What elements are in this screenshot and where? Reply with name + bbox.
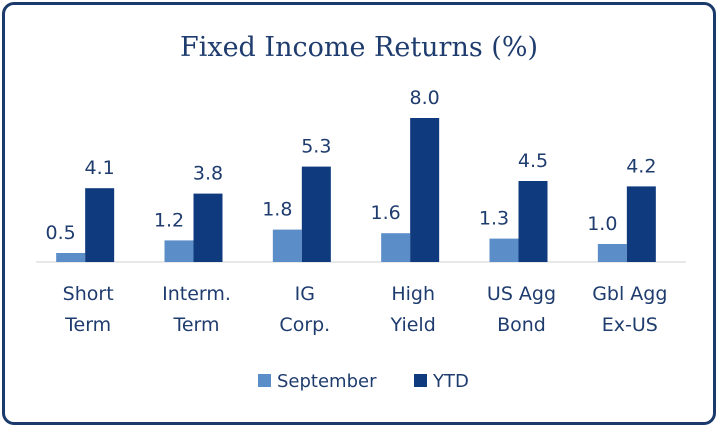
bar-ytd-5 <box>626 186 656 262</box>
legend-swatch-ytd <box>414 374 427 387</box>
data-label-september-4: 1.3 <box>479 208 509 230</box>
category-label-4-line-0: US Agg <box>487 283 556 305</box>
legend-label-september: September <box>277 371 377 392</box>
category-label-4-line-1: Bond <box>497 314 546 336</box>
data-label-ytd-4: 4.5 <box>518 150 548 172</box>
category-label-3-line-0: High <box>391 283 435 305</box>
chart-title: Fixed Income Returns (%) <box>180 32 538 63</box>
bar-september-2 <box>272 229 302 262</box>
bar-ytd-2 <box>301 166 331 262</box>
data-label-september-0: 0.5 <box>46 222 76 244</box>
data-label-september-1: 1.2 <box>154 209 184 231</box>
data-label-ytd-0: 4.1 <box>85 157 115 179</box>
category-label-0-line-0: Short <box>63 283 114 305</box>
category-label-1-line-1: Term <box>172 314 219 336</box>
data-label-september-3: 1.6 <box>371 202 401 224</box>
data-label-september-2: 1.8 <box>262 199 292 221</box>
legend-label-ytd: YTD <box>432 371 469 392</box>
bar-ytd-1 <box>193 193 223 262</box>
bar-september-3 <box>381 233 411 262</box>
bar-september-4 <box>489 238 519 262</box>
plot-area: 0.5 4.1 Short Term 1.2 3.8 Interm. Term 1.8 5.3 IG… <box>36 87 686 336</box>
bar-september-0 <box>56 253 86 262</box>
category-label-3-line-1: Yield <box>390 314 436 336</box>
category-label-5-line-0: Gbl Agg <box>592 283 667 305</box>
data-label-september-5: 1.0 <box>587 213 617 235</box>
data-label-ytd-2: 5.3 <box>301 136 331 158</box>
legend: September YTD <box>258 371 469 392</box>
data-label-ytd-5: 4.2 <box>626 155 656 177</box>
bar-ytd-4 <box>518 181 548 262</box>
bar-september-1 <box>164 240 194 262</box>
category-label-2-line-1: Corp. <box>279 314 330 336</box>
category-label-2-line-0: IG <box>295 283 315 305</box>
data-label-ytd-1: 3.8 <box>193 163 223 185</box>
category-label-0-line-1: Term <box>64 314 111 336</box>
category-label-5-line-1: Ex-US <box>602 314 658 336</box>
legend-swatch-september <box>258 374 271 387</box>
bar-september-5 <box>597 244 627 262</box>
bar-ytd-0 <box>85 188 115 262</box>
category-label-1-line-0: Interm. <box>162 283 231 305</box>
bar-ytd-3 <box>410 118 440 262</box>
data-label-ytd-3: 8.0 <box>410 87 440 109</box>
